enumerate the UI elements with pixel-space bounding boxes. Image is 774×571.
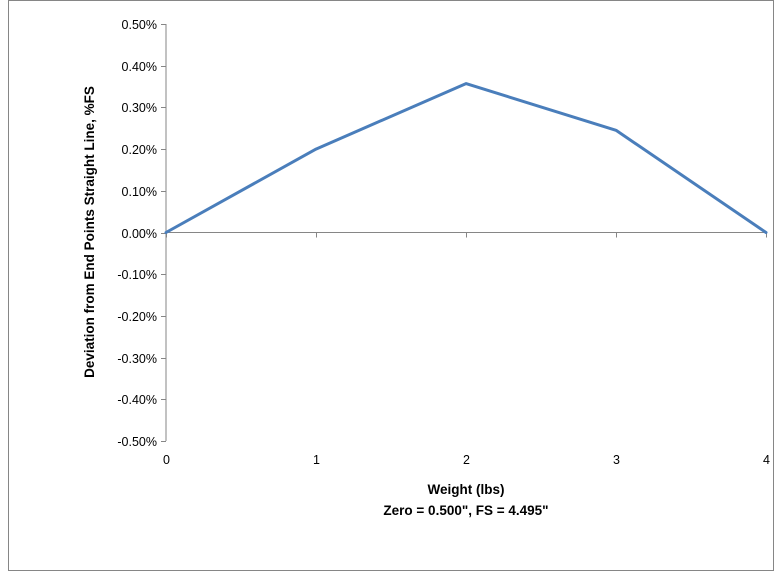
chart-area-border <box>8 0 774 571</box>
x-tick-label: 0 <box>163 453 170 467</box>
x-tick-label: 4 <box>763 453 770 467</box>
y-tick-label: 0.50% <box>122 18 157 32</box>
y-tick-label: 0.40% <box>122 60 157 74</box>
y-axis-title: Deviation from End Points Straight Line,… <box>82 86 97 378</box>
y-tick-label: -0.40% <box>117 393 157 407</box>
tick-labels: 0.50% 0.40% 0.30% 0.20% 0.10% 0.00% -0.10% -0.2… <box>117 18 770 467</box>
data-point <box>464 82 468 85</box>
x-tick-label: 3 <box>613 453 620 467</box>
series-layer <box>164 82 768 234</box>
y-tick-label: 0.30% <box>122 101 157 115</box>
y-tick-label: 0.20% <box>122 143 157 157</box>
x-axis-title: Weight (lbs) <box>428 482 505 497</box>
data-point <box>314 147 318 151</box>
y-tick-label: -0.20% <box>117 310 157 324</box>
y-tick-label: -0.50% <box>117 435 157 449</box>
y-tick-label: -0.30% <box>117 352 157 366</box>
x-tick-label: 2 <box>463 453 470 467</box>
y-tick-label: -0.10% <box>117 268 157 282</box>
x-tick-label: 1 <box>313 453 320 467</box>
y-tick-label: 0.00% <box>122 227 157 241</box>
data-point <box>764 231 768 234</box>
data-point <box>614 129 618 132</box>
x-axis-subtitle: Zero = 0.500", FS = 4.495" <box>383 503 548 518</box>
data-point <box>164 231 168 234</box>
y-tick-label: 0.10% <box>122 185 157 199</box>
